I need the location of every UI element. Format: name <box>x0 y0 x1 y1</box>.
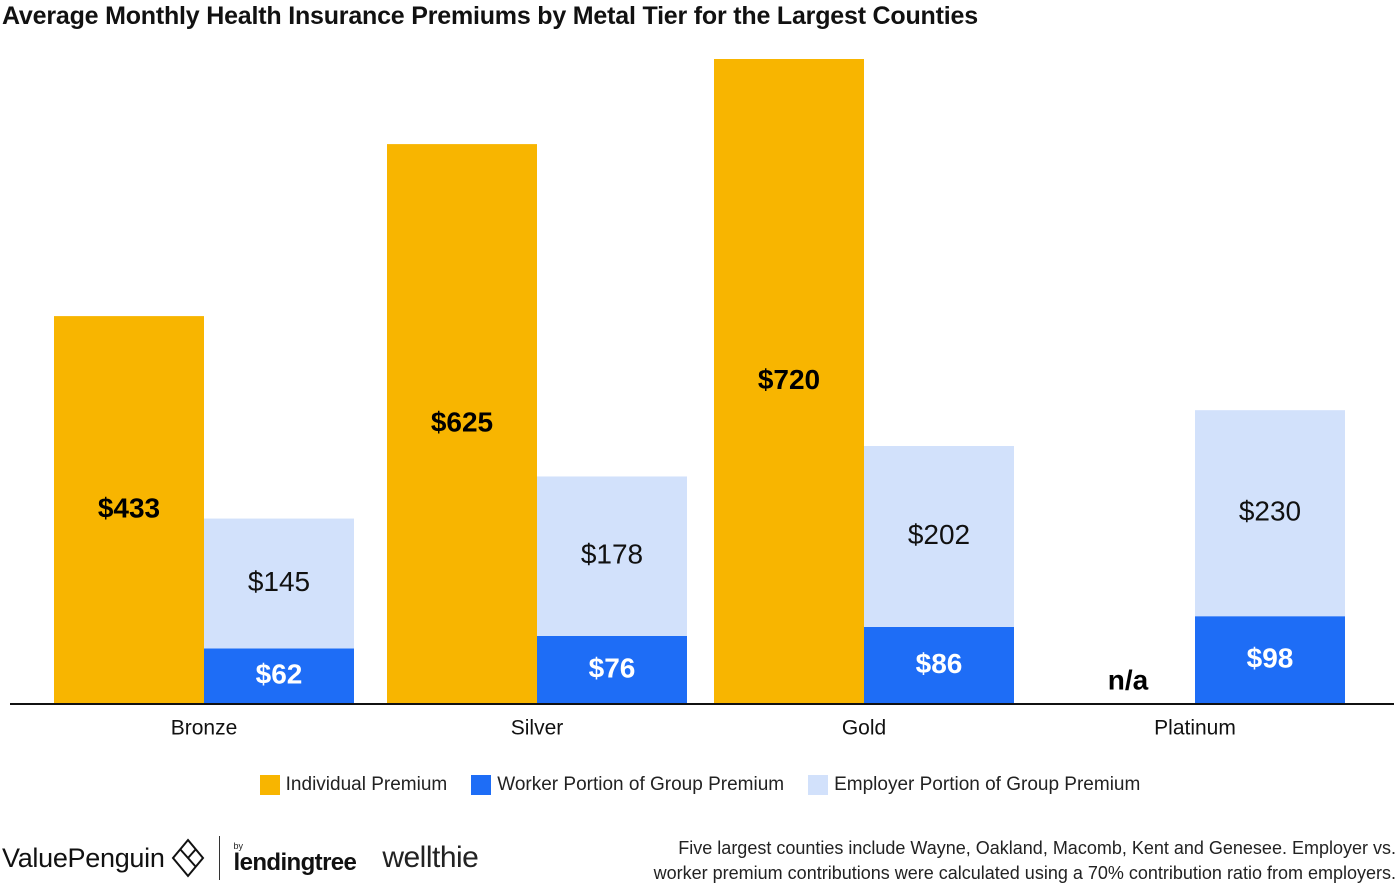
label-employer-bronze: $145 <box>248 566 310 597</box>
lendingtree-by: by <box>233 840 244 851</box>
legend-swatch-individual <box>259 775 280 795</box>
category-label-gold: Gold <box>842 717 886 740</box>
legend-label-worker: Worker Portion of Group Premium <box>497 774 785 795</box>
bar-chart: $433 $62 $145 Bronze $625 $76 $178 Silver $720 $8… <box>10 59 1394 740</box>
label-individual-bronze: $433 <box>98 492 160 523</box>
brand-separator <box>218 836 220 880</box>
legend-label-employer: Employer Portion of Group Premium <box>834 774 1141 795</box>
footnote-line-1: Five largest counties include Wayne, Oak… <box>678 838 1396 858</box>
legend-label-individual: Individual Premium <box>285 774 448 795</box>
brand-logos: ValuePenguin by lendingtree wellthie <box>2 836 479 880</box>
category-label-bronze: Bronze <box>171 717 238 740</box>
label-individual-gold: $720 <box>758 364 820 395</box>
label-employer-gold: $202 <box>908 519 970 550</box>
legend-swatch-worker <box>471 775 492 795</box>
label-worker-gold: $86 <box>916 648 963 679</box>
bar-employer-bronze <box>204 518 354 649</box>
category-label-silver: Silver <box>511 717 564 740</box>
bar-individual-silver <box>387 144 537 704</box>
bar-worker-silver <box>537 635 687 704</box>
legend: Individual Premium Worker Portion of Gro… <box>0 774 1400 796</box>
valuepenguin-icon <box>171 838 204 878</box>
legend-item-individual: Individual Premium <box>259 774 448 796</box>
label-worker-platinum: $98 <box>1247 642 1294 673</box>
label-individual-silver: $625 <box>431 406 493 437</box>
chart-title: Average Monthly Health Insurance Premium… <box>2 2 978 30</box>
bar-individual-gold <box>714 59 864 704</box>
bar-individual-bronze <box>54 316 204 704</box>
wellthie-logo: wellthie <box>382 841 479 874</box>
label-employer-silver: $178 <box>581 539 643 570</box>
legend-item-employer: Employer Portion of Group Premium <box>808 774 1140 796</box>
category-label-platinum: Platinum <box>1154 717 1236 740</box>
label-worker-bronze: $62 <box>256 659 303 690</box>
label-individual-platinum: n/a <box>1108 664 1149 695</box>
bar-worker-platinum <box>1195 616 1345 704</box>
legend-swatch-employer <box>808 775 829 795</box>
bar-worker-gold <box>864 626 1014 704</box>
footnote: Five largest counties include Wayne, Oak… <box>596 836 1396 886</box>
lendingtree-logo: by lendingtree <box>233 840 357 876</box>
footnote-line-2: worker premium contributions were calcul… <box>653 863 1396 883</box>
valuepenguin-logo: ValuePenguin <box>2 842 165 873</box>
label-worker-silver: $76 <box>589 652 636 683</box>
bar-worker-bronze <box>204 648 354 704</box>
label-employer-platinum: $230 <box>1239 496 1301 527</box>
bar-employer-platinum <box>1195 410 1345 617</box>
bar-employer-gold <box>864 446 1014 627</box>
lendingtree-wordmark: lendingtree <box>233 848 357 876</box>
bar-employer-silver <box>537 476 687 636</box>
legend-item-worker: Worker Portion of Group Premium <box>471 774 784 796</box>
